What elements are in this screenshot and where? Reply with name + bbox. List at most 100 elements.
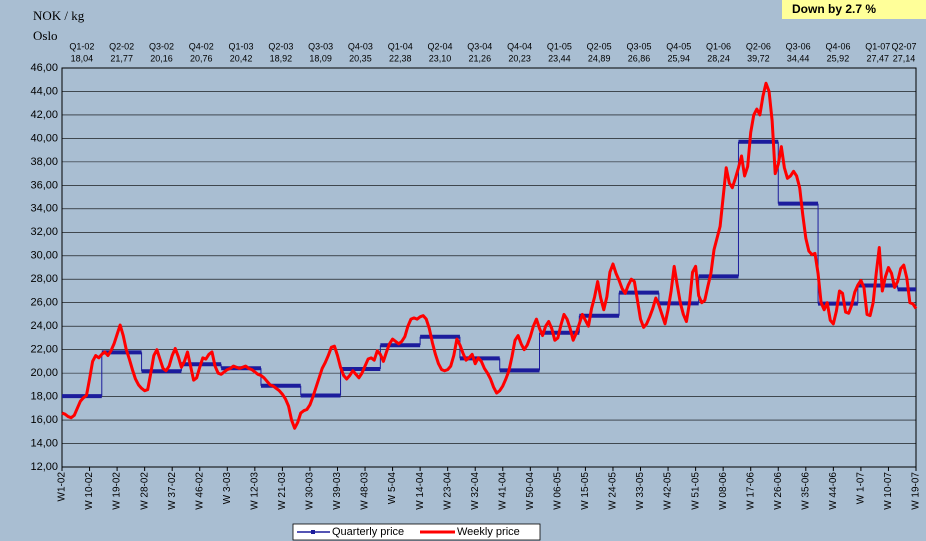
quarter-label: Q3-02: [149, 41, 174, 51]
y-axis-label: NOK / kg: [33, 8, 85, 23]
quarter-label: Q3-04: [467, 41, 492, 51]
quarter-label: Q4-06: [825, 41, 850, 51]
y-tick-label: 14,00: [30, 437, 58, 449]
quarter-value-label: 23,44: [548, 53, 571, 63]
y-tick-label: 16,00: [30, 414, 58, 426]
y-tick-label: 12,00: [30, 461, 58, 473]
quarter-value-label: 23,10: [429, 53, 452, 63]
quarter-value-label: 21,77: [110, 53, 133, 63]
quarter-value-label: 20,35: [349, 53, 372, 63]
quarter-value-label: 25,92: [827, 53, 850, 63]
plot-area: [61, 67, 917, 468]
quarter-value-label: 22,38: [389, 53, 412, 63]
y-tick-label: 34,00: [30, 203, 58, 215]
x-tick-label: W 37-02: [167, 472, 178, 510]
x-tick-label: W 41-04: [497, 472, 508, 510]
quarter-value-label: 27,47: [866, 53, 889, 63]
y-tick-label: 30,00: [30, 250, 58, 262]
quarter-value-label: 18,04: [71, 53, 94, 63]
x-tick-label: W 17-06: [745, 472, 756, 510]
x-tick-label: W 30-03: [305, 472, 316, 510]
y-tick-label: 24,00: [30, 320, 58, 332]
annotation-box: [782, 0, 926, 19]
y-tick-label: 18,00: [30, 390, 58, 402]
quarter-value-label: 24,89: [588, 53, 611, 63]
annotation: Down by 2.7 %: [792, 2, 876, 16]
quarter-value-label: 39,72: [747, 53, 770, 63]
x-tick-label: W 32-04: [470, 472, 481, 510]
x-tick-label: W 15-05: [580, 472, 591, 510]
quarter-value-label: 20,23: [508, 53, 531, 63]
x-tick-label: W 33-05: [635, 472, 646, 510]
x-tick-label: W 19-07: [911, 472, 922, 510]
quarter-label: Q2-07: [891, 41, 916, 51]
quarter-label: Q1-06: [706, 41, 731, 51]
quarter-label: Q1-05: [547, 41, 572, 51]
quarter-label: Q3-06: [786, 41, 811, 51]
quarter-label: Q2-02: [109, 41, 134, 51]
quarter-value-label: 18,92: [270, 53, 293, 63]
x-tick-label: W 3-03: [222, 472, 233, 505]
quarter-value-label: 20,42: [230, 53, 253, 63]
quarter-value-label: 26,86: [628, 53, 651, 63]
y-tick-label: 28,00: [30, 273, 58, 285]
x-tick-label: W 39-03: [332, 472, 343, 510]
y-tick-label: 44,00: [30, 85, 58, 97]
quarter-value-label: 20,16: [150, 53, 173, 63]
x-tick-label: W1-02: [57, 472, 68, 502]
subtitle: Oslo: [33, 28, 58, 43]
y-tick-label: 40,00: [30, 132, 58, 144]
quarter-label: Q1-04: [388, 41, 413, 51]
x-tick-label: W 10-02: [84, 472, 95, 510]
y-tick-label: 46,00: [30, 62, 58, 74]
x-tick-label: W 24-05: [608, 472, 619, 510]
x-tick-label: W 12-03: [249, 472, 260, 510]
quarter-label: Q3-05: [626, 41, 651, 51]
x-tick-label: W 50-04: [525, 472, 536, 510]
quarter-label: Q2-06: [746, 41, 771, 51]
y-tick-label: 22,00: [30, 344, 58, 356]
quarter-label: Q4-05: [666, 41, 691, 51]
x-tick-label: W 5-04: [387, 472, 398, 505]
x-tick-label: W 06-05: [553, 472, 564, 510]
quarter-label: Q2-04: [428, 41, 453, 51]
y-tick-label: 32,00: [30, 226, 58, 238]
x-tick-label: W 14-04: [415, 472, 426, 510]
x-tick-label: W 21-03: [277, 472, 288, 510]
y-tick-label: 42,00: [30, 109, 58, 121]
y-tick-label: 26,00: [30, 297, 58, 309]
x-tick-label: W 08-06: [718, 472, 729, 510]
x-tick-label: W 42-05: [663, 472, 674, 510]
y-tick-label: 38,00: [30, 156, 58, 168]
legend-box: [292, 523, 541, 541]
quarter-label: Q4-03: [348, 41, 373, 51]
legend-marker: [311, 530, 315, 534]
quarter-value-label: 25,94: [668, 53, 691, 63]
quarter-value-label: 20,76: [190, 53, 213, 63]
quarter-label: Q2-05: [587, 41, 612, 51]
x-tick-label: W 35-06: [800, 472, 811, 510]
x-tick-label: W 46-02: [194, 472, 205, 510]
legend-label: Quarterly price: [332, 526, 404, 538]
y-tick-label: 20,00: [30, 367, 58, 379]
quarter-label: Q1-03: [229, 41, 254, 51]
x-tick-label: W 28-02: [139, 472, 150, 510]
quarter-label: Q2-03: [268, 41, 293, 51]
quarter-label: Q3-03: [308, 41, 333, 51]
x-tick-label: W 48-03: [360, 472, 371, 510]
quarter-value-label: 34,44: [787, 53, 810, 63]
x-tick-label: W 19-02: [112, 472, 123, 510]
x-tick-label: W 10-07: [883, 472, 894, 510]
x-tick-label: W 44-06: [828, 472, 839, 510]
quarter-value-label: 27,14: [893, 53, 916, 63]
x-tick-label: W 1-07: [856, 472, 867, 505]
quarter-value-label: 28,24: [707, 53, 730, 63]
quarter-label: Q4-02: [189, 41, 214, 51]
quarter-label: Q4-04: [507, 41, 532, 51]
legend-label: Weekly price: [457, 526, 520, 538]
x-tick-label: W 51-05: [690, 472, 701, 510]
quarter-value-label: 21,26: [469, 53, 492, 63]
quarter-label: Q1-02: [69, 41, 94, 51]
quarter-label: Q1-07: [865, 41, 890, 51]
